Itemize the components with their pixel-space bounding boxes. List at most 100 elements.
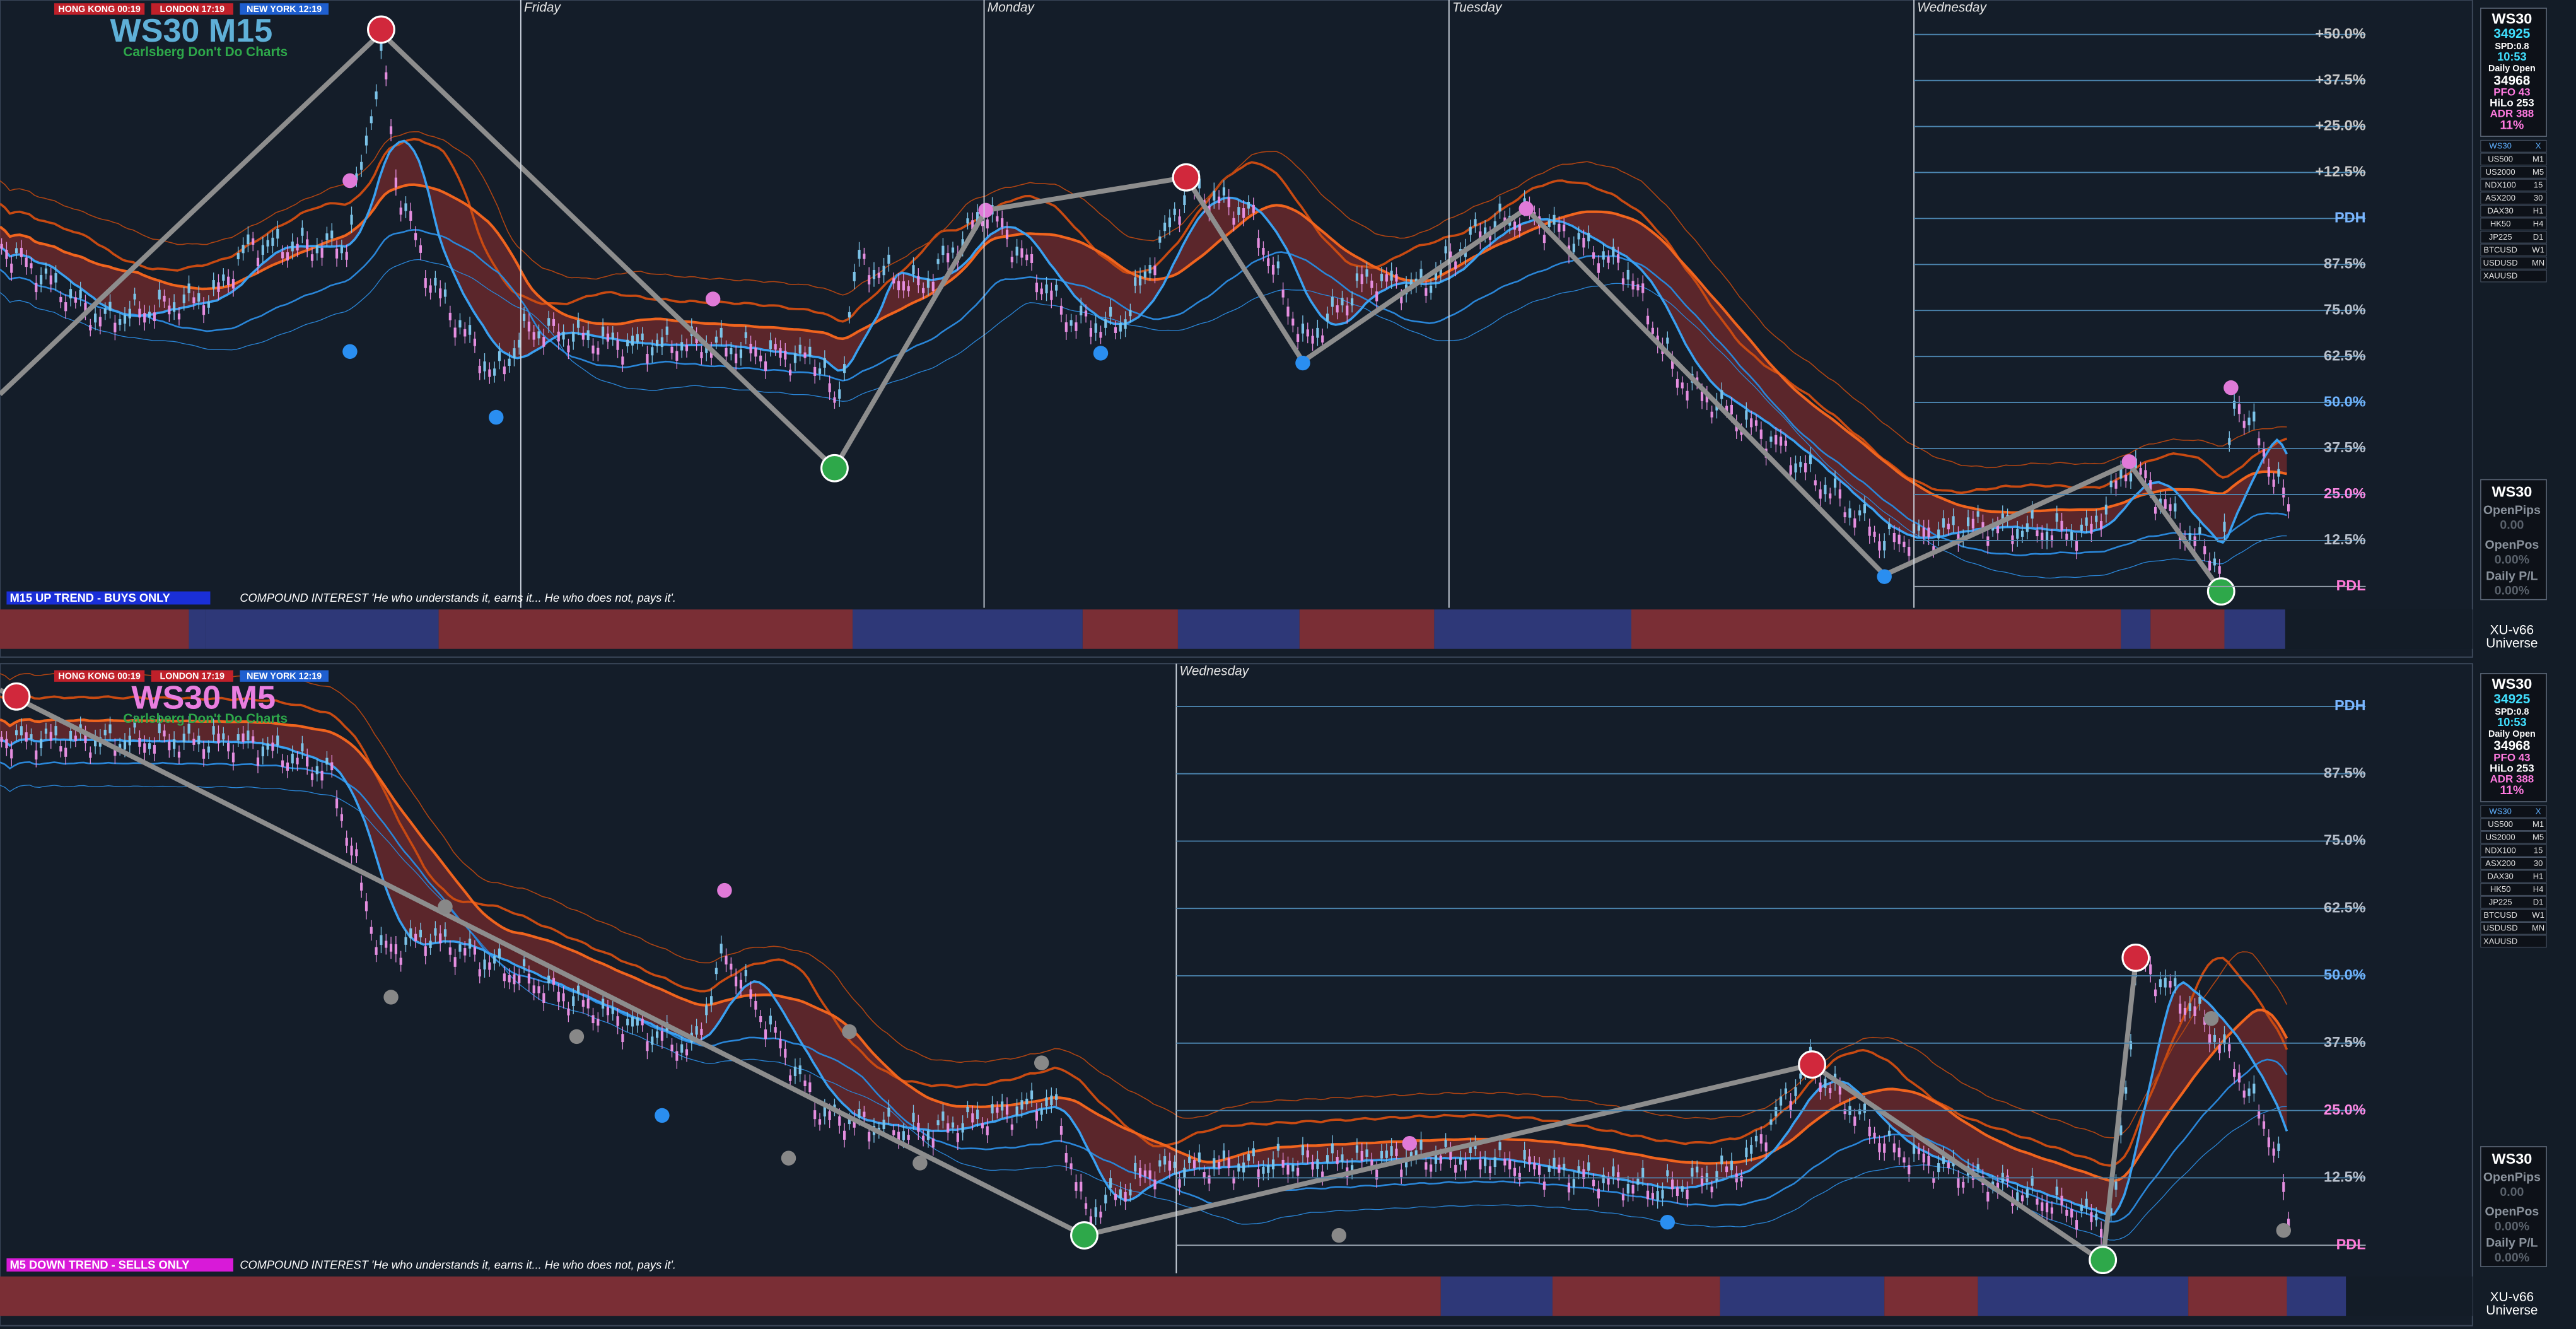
- candle-body: [1370, 1159, 1373, 1168]
- candle-body: [1173, 1161, 1176, 1168]
- candle-body: [2272, 479, 2275, 487]
- symbol-cell[interactable]: DAX30: [2488, 871, 2514, 881]
- symbol-cell[interactable]: M5: [2532, 833, 2544, 842]
- candle-body: [1656, 1191, 1659, 1201]
- symbol-cell[interactable]: BTCUSD: [2483, 245, 2517, 254]
- symbol-cell[interactable]: BTCUSD: [2483, 910, 2517, 920]
- candle-body: [557, 331, 560, 342]
- symbol-cell[interactable]: USDUSD: [2483, 258, 2518, 267]
- symbol-cell[interactable]: US500: [2488, 819, 2513, 829]
- symbol-cell[interactable]: JP225: [2489, 898, 2512, 907]
- symbol-cell[interactable]: ASX200: [2485, 193, 2515, 202]
- symbol-cell[interactable]: H1: [2533, 871, 2544, 881]
- symbol-cell[interactable]: NDX100: [2485, 180, 2516, 189]
- symbol-row[interactable]: [2480, 179, 2547, 192]
- symbol-row[interactable]: [2480, 922, 2547, 935]
- symbol-cell[interactable]: USDUSD: [2483, 923, 2518, 933]
- symbol-cell[interactable]: H4: [2533, 884, 2544, 894]
- candle-body: [69, 730, 73, 741]
- symbol-cell[interactable]: US2000: [2486, 833, 2515, 842]
- symbol-cell[interactable]: DAX30: [2488, 206, 2514, 216]
- symbol-cell[interactable]: X: [2536, 141, 2541, 151]
- candle-body: [1503, 1158, 1507, 1166]
- candle-body: [2139, 468, 2142, 475]
- symbol-cell[interactable]: 15: [2534, 180, 2543, 189]
- candle-body: [473, 947, 476, 955]
- symbol-row[interactable]: [2480, 935, 2547, 948]
- trend-strip: [1631, 609, 2121, 649]
- symbol-cell[interactable]: US500: [2488, 154, 2513, 163]
- symbol-row[interactable]: [2480, 153, 2547, 166]
- candle-body: [409, 928, 412, 939]
- symbol-row[interactable]: [2480, 166, 2547, 179]
- symbol-row[interactable]: [2480, 192, 2547, 204]
- symbol-cell[interactable]: D1: [2533, 898, 2544, 907]
- symbol-row[interactable]: [2480, 139, 2547, 153]
- candle-body: [434, 928, 437, 936]
- symbol-row[interactable]: [2480, 204, 2547, 218]
- candle-body: [1360, 1150, 1363, 1161]
- candle-body: [1385, 274, 1388, 282]
- trend-strip: [1434, 609, 1631, 649]
- symbol-cell[interactable]: D1: [2533, 232, 2544, 242]
- symbol-row[interactable]: [2480, 818, 2547, 831]
- symbol-cell[interactable]: X: [2536, 807, 2541, 816]
- candle-body: [2208, 560, 2212, 571]
- candle-body: [606, 333, 610, 342]
- candle-body: [1306, 329, 1309, 337]
- candle-body: [271, 742, 274, 751]
- symbol-row[interactable]: [2480, 805, 2547, 818]
- candle-body: [1030, 1090, 1034, 1099]
- symbol-cell[interactable]: H1: [2533, 206, 2544, 216]
- symbol-cell[interactable]: 30: [2534, 193, 2543, 202]
- symbol-row[interactable]: [2480, 909, 2547, 922]
- symbol-cell[interactable]: M1: [2532, 154, 2544, 163]
- symbol-cell[interactable]: XAUUSD: [2483, 936, 2517, 946]
- symbol-cell[interactable]: MN: [2532, 258, 2544, 267]
- candle-body: [1922, 1153, 1925, 1162]
- symbol-row[interactable]: [2480, 243, 2547, 257]
- candle-body: [2193, 536, 2196, 546]
- symbol-row[interactable]: [2480, 883, 2547, 896]
- symbol-cell[interactable]: HK50: [2490, 219, 2511, 228]
- symbol-cell[interactable]: US2000: [2486, 167, 2515, 177]
- candle-body: [602, 998, 605, 1009]
- symbol-row[interactable]: [2480, 269, 2547, 283]
- symbol-row[interactable]: [2480, 870, 2547, 883]
- symbol-row[interactable]: [2480, 218, 2547, 231]
- candle-body: [986, 1126, 989, 1135]
- candle-body: [636, 334, 639, 342]
- symbol-cell[interactable]: ASX200: [2485, 858, 2515, 868]
- symbol-cell[interactable]: WS30: [2489, 141, 2511, 151]
- candle-body: [581, 1000, 585, 1007]
- symbol-cell[interactable]: XAUUSD: [2483, 271, 2517, 281]
- candle-body: [602, 326, 605, 337]
- symbol-row[interactable]: [2480, 230, 2547, 243]
- symbol-row[interactable]: [2480, 831, 2547, 844]
- symbol-row[interactable]: [2480, 896, 2547, 909]
- symbol-row[interactable]: [2480, 857, 2547, 870]
- symbol-cell[interactable]: NDX100: [2485, 845, 2516, 855]
- candle-body: [242, 733, 245, 742]
- symbol-row[interactable]: [2480, 844, 2547, 857]
- symbol-cell[interactable]: 30: [2534, 858, 2543, 868]
- symbol-cell[interactable]: WS30: [2489, 807, 2511, 816]
- symbol-cell[interactable]: M1: [2532, 819, 2544, 829]
- symbol-cell[interactable]: HK50: [2490, 884, 2511, 894]
- symbol-cell[interactable]: W1: [2532, 910, 2544, 920]
- candle-body: [2179, 1004, 2182, 1014]
- symbol-row[interactable]: [2480, 257, 2547, 269]
- symbol-cell[interactable]: 15: [2534, 845, 2543, 855]
- symbol-cell[interactable]: H4: [2533, 219, 2544, 228]
- info-text: PFO 43: [2493, 751, 2530, 763]
- level-label: PDL: [2336, 1236, 2366, 1252]
- candle-body: [364, 136, 368, 146]
- symbol-cell[interactable]: M5: [2532, 167, 2544, 177]
- symbol-cell[interactable]: JP225: [2489, 232, 2512, 242]
- symbol-cell[interactable]: W1: [2532, 245, 2544, 254]
- candle-body: [863, 254, 866, 259]
- candle-body: [2253, 1083, 2256, 1094]
- candle-body: [1321, 335, 1324, 342]
- candle-body: [2055, 513, 2058, 522]
- symbol-cell[interactable]: MN: [2532, 923, 2544, 933]
